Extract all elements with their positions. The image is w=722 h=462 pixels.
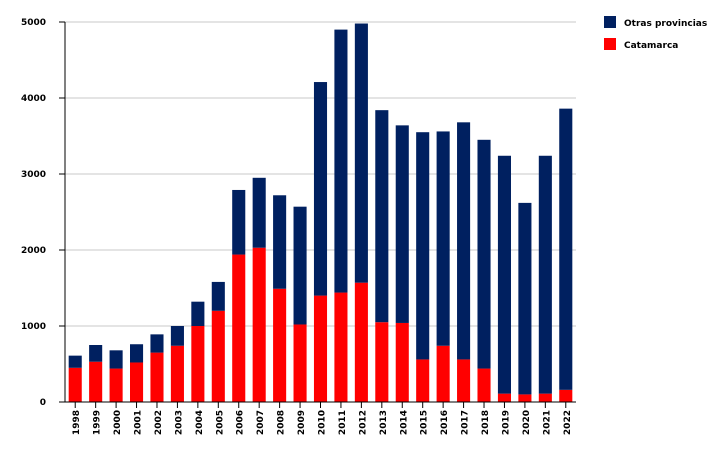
bar-catamarca-2003	[170, 345, 184, 402]
x-tick-label: 2017	[461, 410, 471, 435]
bar-otras-provincias-2020	[518, 202, 532, 395]
x-tick-label: 2021	[542, 410, 552, 435]
bar-catamarca-1999	[89, 361, 103, 402]
bar-otras-provincias-2000	[109, 350, 123, 369]
x-tick-label: 2001	[134, 410, 144, 435]
bar-catamarca-2021	[538, 393, 552, 402]
x-tick-label: 2016	[440, 410, 450, 435]
bar-otras-provincias-2021	[538, 155, 552, 394]
bar-catamarca-2010	[313, 295, 328, 402]
bar-catamarca-1998	[68, 367, 82, 402]
bar-otras-provincias-2007	[252, 177, 266, 248]
legend-swatch	[604, 16, 616, 28]
bars	[68, 23, 573, 402]
bar-catamarca-2012	[354, 282, 368, 402]
x-tick-label: 2010	[318, 410, 328, 435]
x-tick-label: 2014	[399, 410, 409, 435]
y-tick-label: 2000	[21, 246, 46, 256]
bar-otras-provincias-2016	[436, 131, 450, 346]
bar-catamarca-2005	[211, 310, 225, 402]
bar-catamarca-2019	[497, 393, 511, 402]
x-tick-label: 2003	[174, 410, 184, 435]
bar-catamarca-2013	[375, 322, 389, 402]
bar-otras-provincias-2012	[354, 23, 368, 283]
legend-label: Otras provincias	[624, 19, 707, 29]
bar-catamarca-2011	[334, 292, 348, 402]
x-tick-label: 2011	[338, 410, 348, 435]
bar-catamarca-2006	[232, 254, 246, 402]
bar-otras-provincias-2022	[559, 108, 573, 390]
bar-catamarca-2014	[395, 322, 409, 402]
bar-catamarca-2020	[518, 394, 532, 402]
legend: Otras provincias Catamarca	[604, 16, 707, 51]
bar-catamarca-2001	[130, 362, 144, 402]
y-tick-label: 1000	[21, 322, 46, 332]
bar-catamarca-2004	[191, 326, 205, 402]
bar-catamarca-2016	[436, 345, 450, 402]
x-tick-label: 2020	[522, 410, 532, 435]
bar-otras-provincias-2018	[477, 139, 491, 369]
bar-otras-provincias-2014	[395, 125, 409, 323]
bar-otras-provincias-2013	[375, 110, 389, 323]
bar-catamarca-2015	[416, 359, 430, 402]
x-tick-label: 2007	[256, 410, 266, 435]
bar-catamarca-2000	[109, 368, 123, 402]
bar-otras-provincias-2005	[211, 281, 225, 311]
bar-otras-provincias-1998	[68, 355, 82, 368]
x-tick-label: 2013	[379, 410, 389, 435]
x-tick-label: 2005	[215, 410, 225, 435]
bar-otras-provincias-2001	[130, 344, 144, 363]
bar-otras-provincias-2008	[273, 195, 287, 289]
x-tick-label: 2012	[358, 410, 368, 435]
bar-otras-provincias-2002	[150, 334, 164, 353]
bar-catamarca-2009	[293, 324, 307, 402]
x-tick-label: 2009	[297, 410, 307, 435]
bar-catamarca-2008	[273, 288, 287, 402]
x-tick-label: 2022	[563, 410, 573, 435]
bar-catamarca-2017	[457, 359, 471, 402]
x-tick-label: 2019	[501, 410, 511, 435]
x-axis-ticks: 1998 1999 2000 2001 2002 2003 2004 2005 2006 2007…	[72, 402, 573, 435]
y-axis-ticks: 0 1000 2000 3000 4000 5000	[21, 18, 65, 408]
x-tick-label: 2006	[236, 410, 246, 435]
bar-catamarca-2022	[559, 389, 573, 402]
y-tick-label: 0	[40, 398, 46, 408]
bar-otras-provincias-2004	[191, 301, 205, 326]
bar-catamarca-2007	[252, 247, 266, 402]
bar-catamarca-2002	[150, 352, 164, 402]
x-tick-label: 2018	[481, 410, 491, 435]
bar-otras-provincias-1999	[89, 345, 103, 362]
y-tick-label: 4000	[21, 94, 46, 104]
x-tick-label: 1998	[72, 410, 82, 435]
bar-catamarca-2018	[477, 368, 491, 402]
x-tick-label: 2004	[195, 410, 205, 435]
legend-label: Catamarca	[624, 41, 678, 51]
x-tick-label: 2015	[420, 410, 430, 435]
x-tick-label: 1999	[93, 410, 103, 435]
y-tick-label: 3000	[21, 170, 46, 180]
legend-swatch	[604, 38, 616, 50]
bar-otras-provincias-2010	[313, 82, 328, 296]
x-tick-label: 2008	[277, 410, 287, 435]
x-tick-label: 2002	[154, 410, 164, 435]
bar-otras-provincias-2009	[293, 206, 307, 325]
bar-otras-provincias-2006	[232, 189, 246, 255]
y-tick-label: 5000	[21, 18, 46, 28]
bar-otras-provincias-2019	[497, 155, 511, 394]
bar-otras-provincias-2017	[457, 122, 471, 360]
bar-otras-provincias-2003	[170, 326, 184, 346]
bar-otras-provincias-2015	[416, 132, 430, 360]
x-tick-label: 2000	[113, 410, 123, 435]
bar-otras-provincias-2011	[334, 29, 348, 293]
